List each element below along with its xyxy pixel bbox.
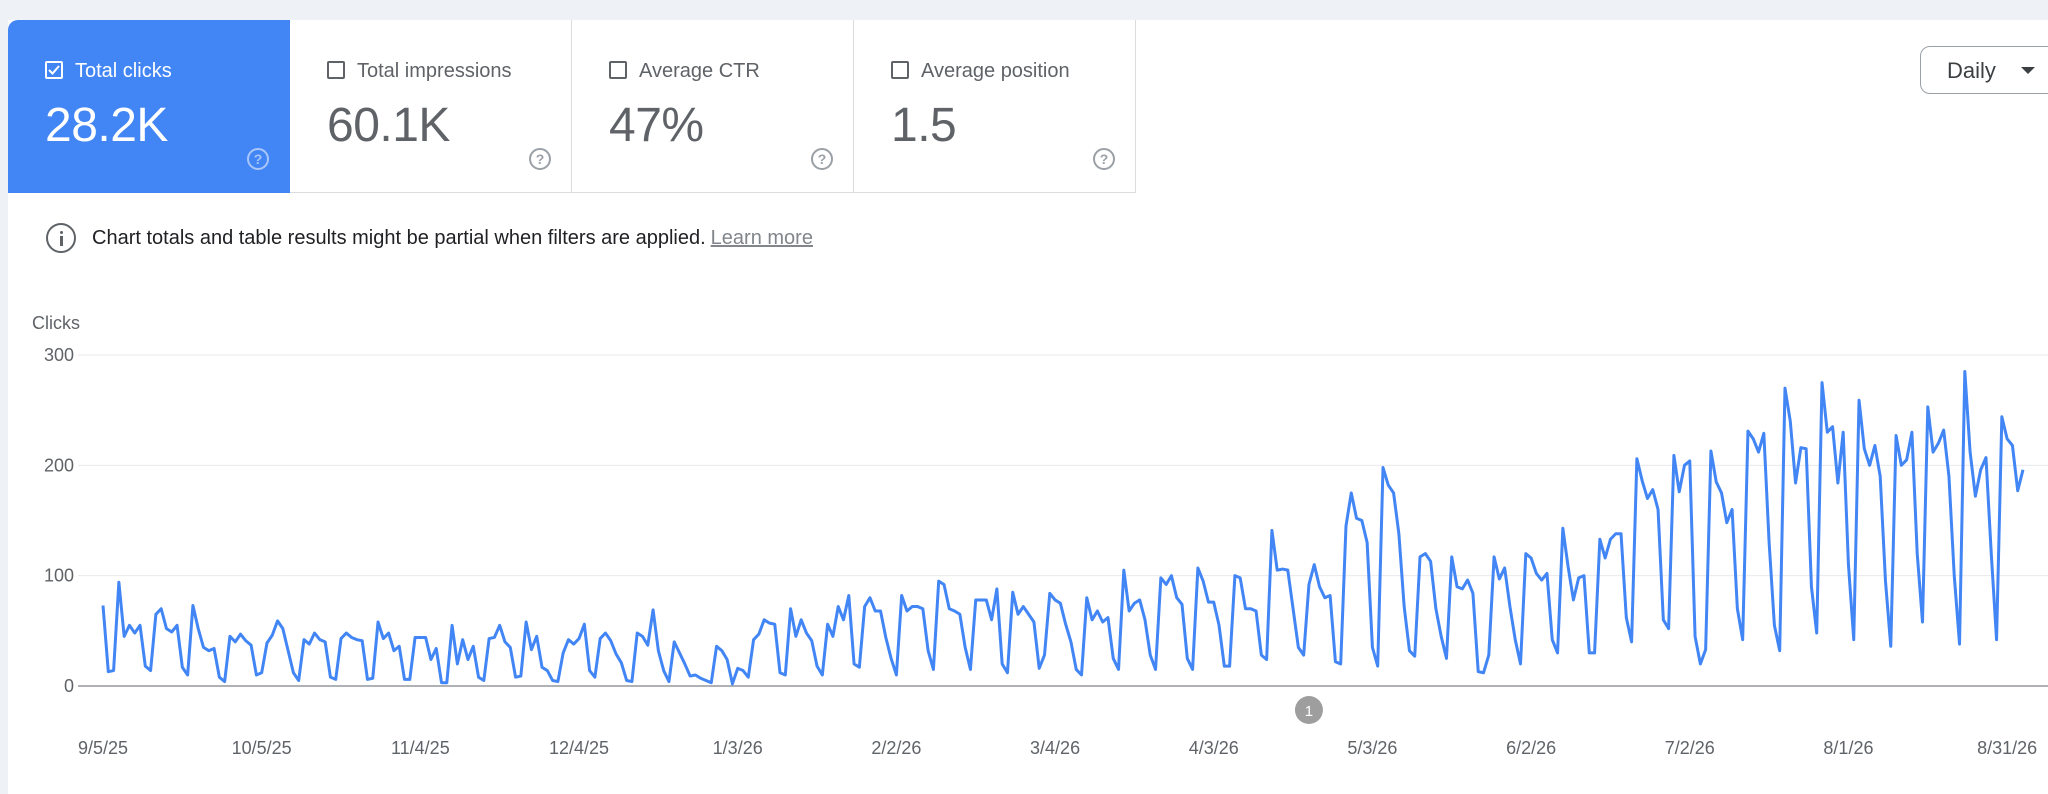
x-tick-label: 5/3/26: [1347, 738, 1397, 758]
metric-label: Total impressions: [357, 60, 512, 82]
checkbox-icon[interactable]: [891, 61, 909, 79]
metric-card-total-impressions[interactable]: Total impressions 60.1K ?: [290, 20, 572, 193]
x-tick-label: 4/3/26: [1189, 738, 1239, 758]
series-layer: [101, 370, 2025, 686]
annotation-layer: 1: [1294, 696, 1323, 724]
x-tick-label: 6/2/26: [1506, 738, 1556, 758]
checkbox-icon[interactable]: [327, 61, 345, 79]
notice-text: Chart totals and table results might be …: [92, 226, 706, 249]
metric-label: Total clicks: [75, 60, 172, 82]
metric-label: Average CTR: [639, 60, 760, 82]
help-icon[interactable]: ?: [811, 148, 833, 170]
help-icon[interactable]: ?: [247, 148, 269, 170]
x-tick-label: 2/2/26: [871, 738, 921, 758]
performance-panel: Total clicks 28.2K ? Total impressions 6…: [8, 20, 2048, 794]
metric-label: Average position: [921, 60, 1070, 82]
x-tick-label: 10/5/25: [232, 738, 292, 758]
metric-cards: Total clicks 28.2K ? Total impressions 6…: [8, 20, 1136, 193]
x-tick-labels: 9/5/25 10/5/25 11/4/25 12/4/25 1/3/26 2/2/26 3…: [78, 738, 2037, 758]
gridlines: [78, 354, 2048, 687]
help-icon[interactable]: ?: [1093, 148, 1115, 170]
x-tick-label: 1/3/26: [713, 738, 763, 758]
y-tick-label: 100: [44, 566, 74, 586]
x-tick-label: 8/31/26: [1977, 738, 2037, 758]
x-tick-label: 7/2/26: [1665, 738, 1715, 758]
learn-more-link[interactable]: Learn more: [710, 226, 813, 249]
x-tick-label: 9/5/25: [78, 738, 128, 758]
metric-card-average-ctr[interactable]: Average CTR 47% ?: [572, 20, 854, 193]
y-tick-label: 200: [44, 455, 74, 475]
metric-card-average-position[interactable]: Average position 1.5 ?: [854, 20, 1136, 193]
granularity-dropdown[interactable]: Daily: [1920, 46, 2048, 94]
help-icon[interactable]: ?: [529, 148, 551, 170]
x-tick-label: 8/1/26: [1823, 738, 1873, 758]
partial-data-notice: Chart totals and table results might be …: [46, 220, 813, 256]
top-background-strip: [0, 0, 2048, 20]
clicks-series-line: [101, 370, 2025, 686]
info-icon: [46, 223, 76, 253]
left-background-strip: [0, 20, 8, 794]
x-tick-label: 3/4/26: [1030, 738, 1080, 758]
metric-value: 60.1K: [327, 99, 450, 152]
x-tick-label: 12/4/25: [549, 738, 609, 758]
x-tick-label: 11/4/25: [391, 738, 450, 758]
caret-down-icon: [2021, 67, 2035, 74]
checkbox-checked-icon[interactable]: [45, 61, 63, 79]
metric-value: 28.2K: [45, 99, 168, 152]
y-tick-label: 300: [44, 345, 74, 365]
metric-card-total-clicks[interactable]: Total clicks 28.2K ?: [8, 20, 290, 193]
metric-value: 1.5: [891, 99, 957, 152]
metric-value: 47%: [609, 99, 704, 152]
annotation-marker[interactable]: [1294, 696, 1323, 724]
granularity-selected: Daily: [1947, 58, 1996, 83]
checkbox-icon[interactable]: [609, 61, 627, 79]
y-tick-labels: 0 100 200 300: [44, 345, 74, 696]
y-tick-label: 0: [64, 676, 74, 696]
annotation-label: 1: [1305, 703, 1313, 720]
y-axis-label: Clicks: [32, 313, 80, 333]
